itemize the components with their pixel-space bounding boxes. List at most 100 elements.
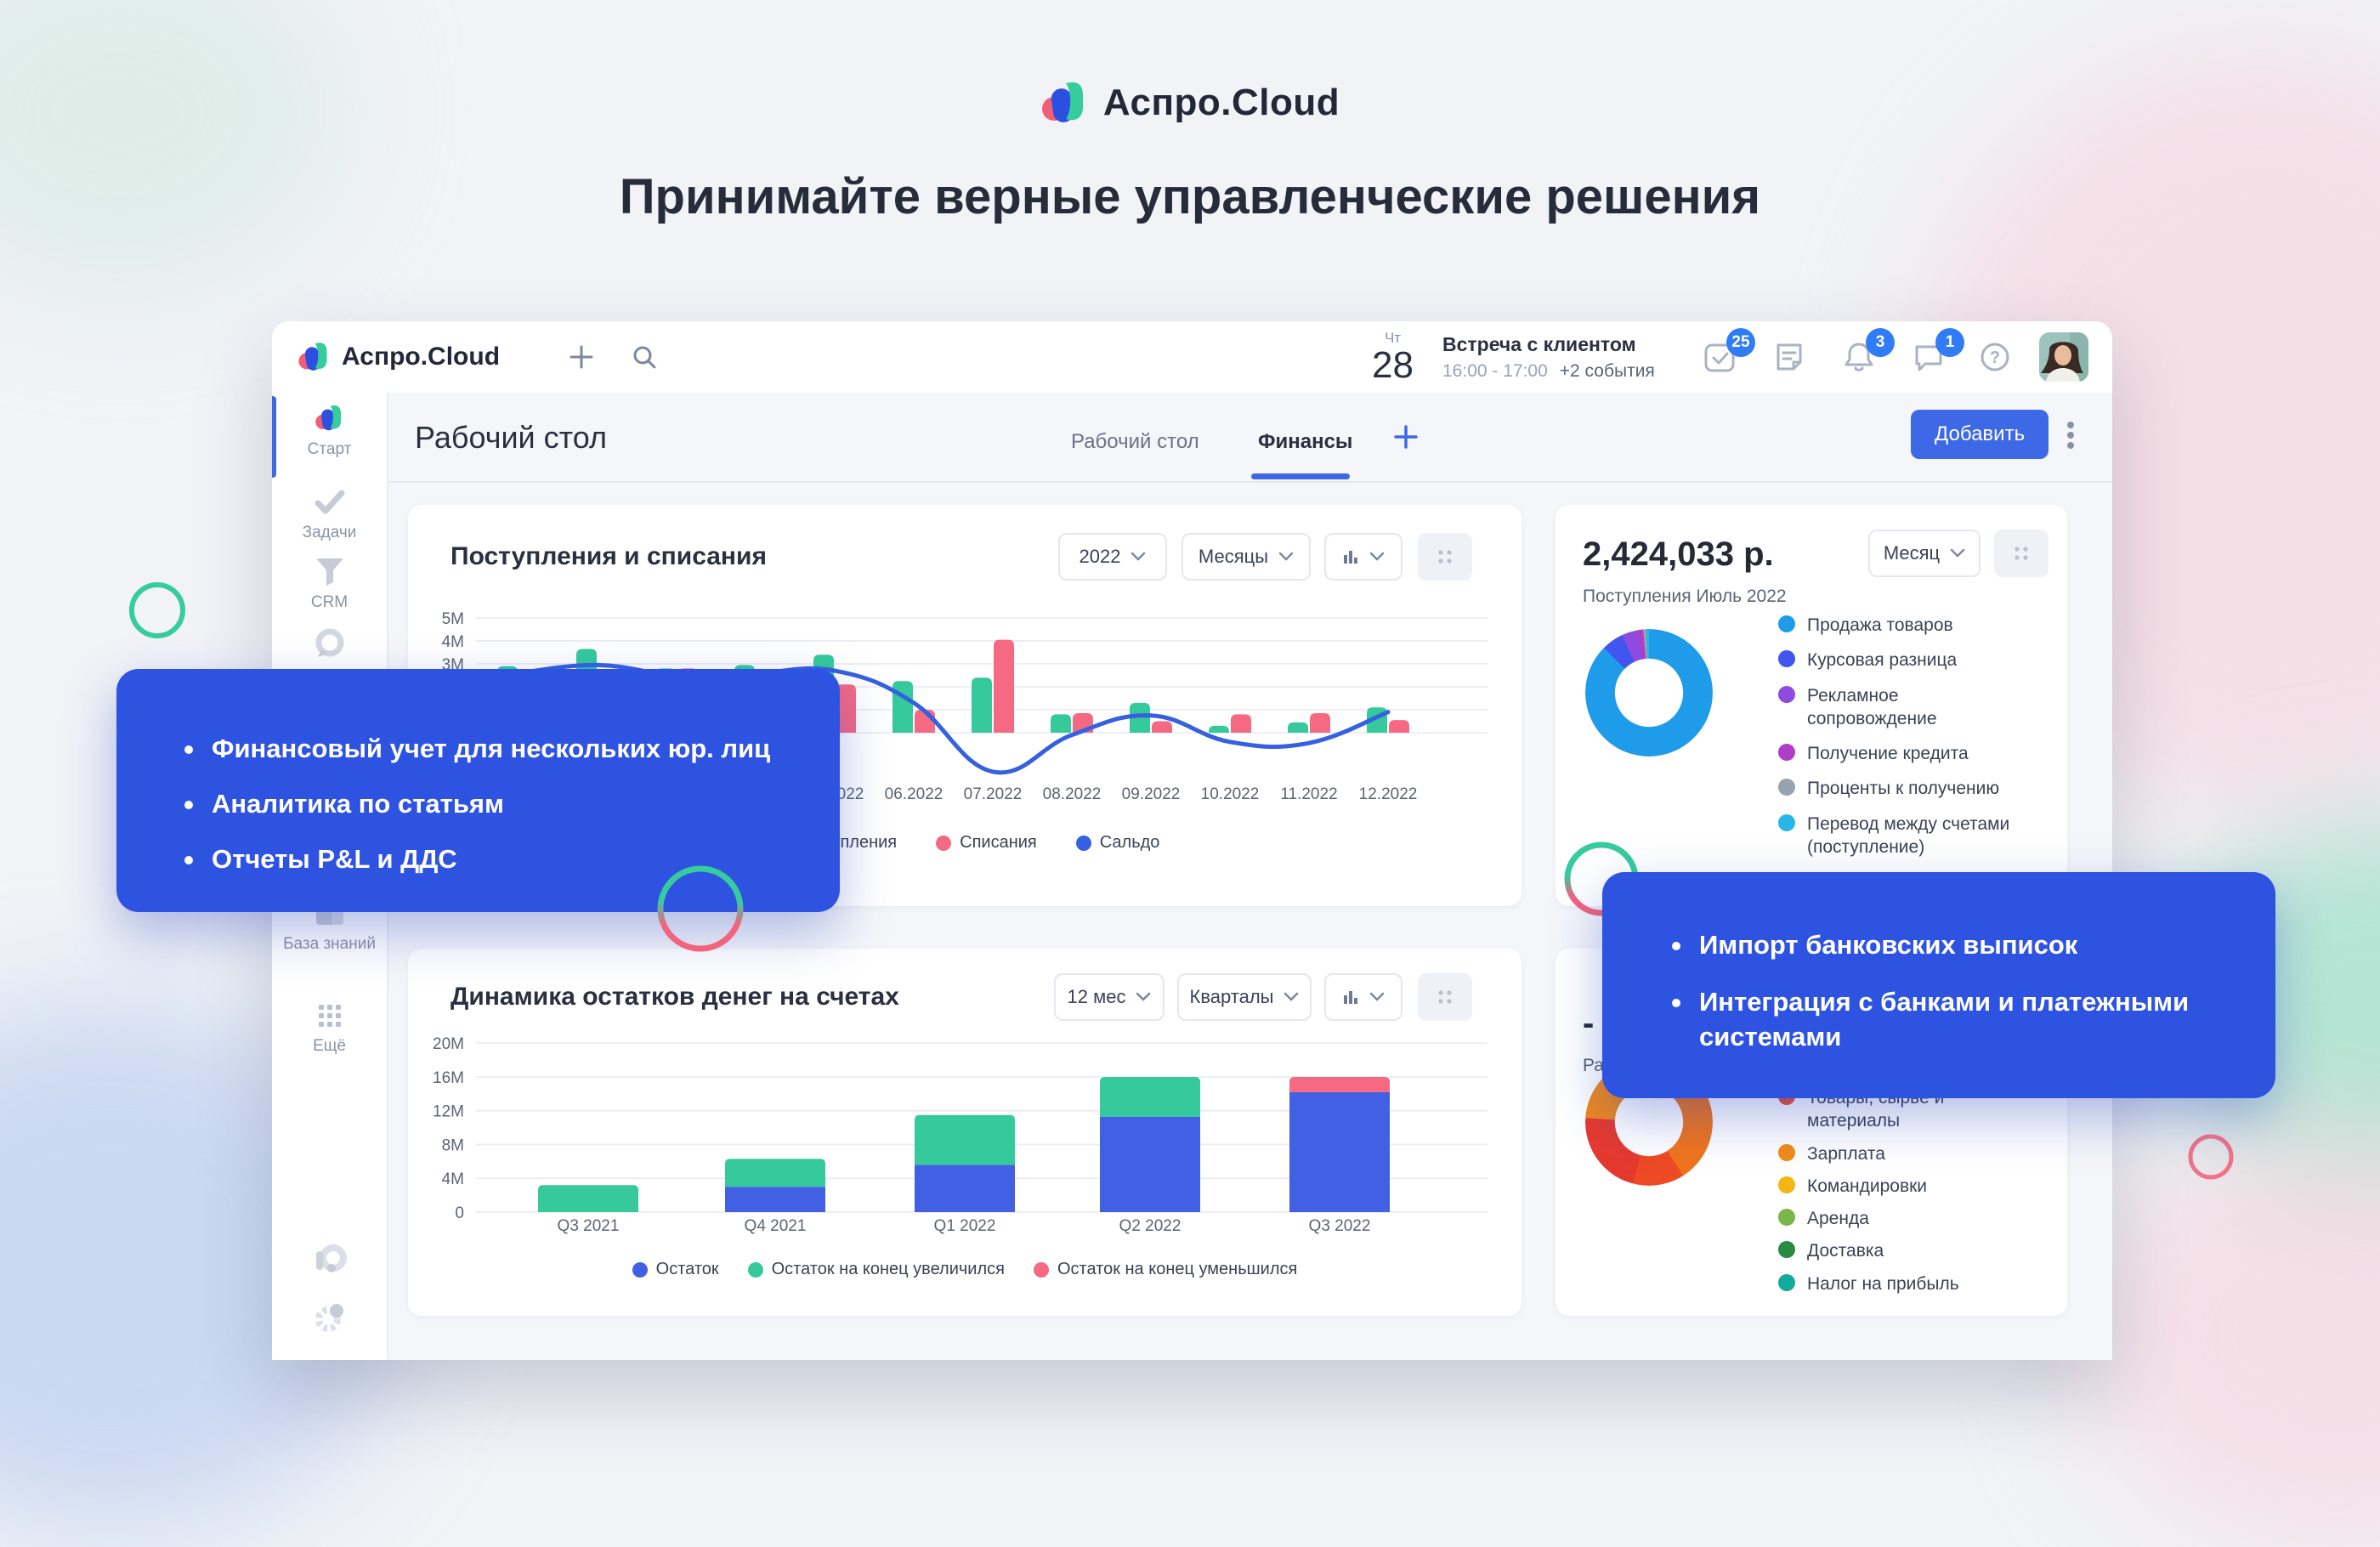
flows-year-select[interactable]: 2022	[1058, 533, 1167, 581]
add-widget-button[interactable]: Добавить	[1911, 410, 2049, 459]
user-avatar[interactable]	[2039, 332, 2088, 382]
legend-dot	[1778, 1143, 1795, 1161]
flows-drag-handle[interactable]	[1418, 533, 1472, 581]
balance-range-select[interactable]: 12 мес	[1054, 973, 1164, 1021]
legend-dot	[1778, 1273, 1795, 1291]
legend-item: Перевод между счетами (поступление)	[1778, 813, 2050, 859]
notes-button[interactable]	[1767, 335, 1811, 379]
legend-label: Получение кредита	[1807, 744, 1969, 764]
legend-dot	[1778, 1176, 1795, 1193]
plus-icon	[570, 345, 593, 369]
plugin-icon	[315, 1244, 347, 1272]
expense-donut-legend: Товары, сырье и материалы Зарплата Коман…	[1778, 1086, 2050, 1295]
callout-item: Финансовый учет для нескольких юр. лиц	[212, 734, 771, 763]
start-icon	[314, 405, 341, 431]
legend-dot	[1075, 835, 1091, 851]
calendar-date[interactable]: Чт 28	[1372, 331, 1414, 384]
tasks-button[interactable]: 25	[1697, 328, 1755, 379]
sidebar-item-chats[interactable]	[272, 627, 387, 661]
bar-chart-icon	[1344, 991, 1357, 1004]
income-period-select[interactable]: Месяц	[1868, 530, 1980, 577]
flows-charttype-select[interactable]	[1324, 533, 1402, 581]
page-headline: Принимайте верные управленческие решения	[619, 169, 1761, 224]
search-button[interactable]	[622, 335, 666, 379]
balance-period-select[interactable]: Кварталы	[1177, 973, 1312, 1021]
sidebar-item-label: CRM	[310, 593, 348, 611]
balance-legend: Остаток Остаток на конец увеличился Оста…	[408, 1260, 1522, 1279]
legend-item: Получение кредита	[1778, 742, 2050, 765]
notifications-button[interactable]: 3	[1837, 328, 1895, 379]
legend-dot	[1778, 685, 1795, 703]
svg-text:16M: 16M	[433, 1069, 464, 1087]
legend-item: Налог на прибыль	[1778, 1272, 2050, 1295]
sidebar-item-start[interactable]: Старт	[272, 403, 387, 459]
income-drag-handle[interactable]	[1994, 530, 2048, 577]
drag-dots-icon	[1438, 990, 1452, 1004]
app-logo[interactable]: Аспро.Cloud	[298, 340, 500, 374]
messages-button[interactable]: 1	[1907, 328, 1964, 379]
chevron-down-icon	[1131, 552, 1146, 561]
add-tab-button[interactable]	[1391, 422, 1421, 452]
chevron-down-icon	[1284, 992, 1299, 1001]
flows-period-select[interactable]: Месяцы	[1182, 533, 1311, 581]
weekday-label: Чт	[1384, 329, 1402, 346]
event-extra: +2 события	[1559, 360, 1655, 381]
svg-text:09.2022: 09.2022	[1122, 785, 1181, 803]
callout-item: Импорт банковских выписок	[1699, 930, 2078, 960]
sidebar-item-label: Старт	[307, 440, 352, 458]
sidebar-item-settings[interactable]	[272, 1299, 387, 1336]
legend-item: Рекламное сопровождение	[1778, 684, 2050, 731]
legend-item: Аренда	[1778, 1207, 2050, 1230]
legend-label: Налог на прибыль	[1807, 1273, 1959, 1294]
ring-teal-pink-decoration	[657, 865, 744, 952]
more-menu-button[interactable]	[2054, 416, 2088, 454]
chevron-down-icon	[1369, 552, 1385, 561]
svg-text:Q4 2021: Q4 2021	[745, 1217, 807, 1235]
legend-label: Зарплата	[1807, 1143, 1885, 1164]
tab-finances[interactable]: Финансы	[1258, 430, 1353, 453]
tabs-row	[272, 393, 2112, 483]
svg-text:07.2022: 07.2022	[964, 785, 1023, 803]
card-balance-title: Динамика остатков денег на счетах	[450, 983, 899, 1011]
legend-label: Остаток на конец увеличился	[771, 1260, 1005, 1278]
legend-item: Командировки	[1778, 1175, 2050, 1198]
select-value: 12 мес	[1067, 986, 1126, 1007]
svg-text:5M: 5M	[442, 610, 464, 628]
create-button[interactable]	[559, 335, 604, 379]
legend-item: Остаток	[632, 1260, 719, 1279]
drag-dots-icon	[1438, 550, 1452, 564]
sidebar-item-tasks[interactable]: Задачи	[272, 488, 387, 542]
tab-dashboard[interactable]: Рабочий стол	[1071, 430, 1199, 453]
flows-legend: Поступления Списания Сальдо	[408, 833, 1522, 853]
sidebar-item-crm[interactable]: CRM	[272, 556, 387, 612]
select-value: Кварталы	[1189, 986, 1274, 1007]
balance-drag-handle[interactable]	[1418, 973, 1472, 1021]
ring-teal-decoration	[129, 582, 185, 638]
select-value: Месяц	[1883, 542, 1941, 564]
app-window: Аспро.Cloud Чт 28 Встреча с клиентом 16:…	[272, 321, 2112, 1360]
legend-dot	[1778, 1241, 1795, 1259]
sidebar-item-label: База знаний	[283, 935, 376, 953]
legend-dot	[1778, 1209, 1795, 1227]
help-button[interactable]: ?	[1973, 335, 2017, 379]
aspro-logo-icon	[1041, 82, 1083, 122]
upcoming-event[interactable]: Встреча с клиентом 16:00 - 17:00 +2 событ…	[1442, 333, 1689, 382]
grid-dots-icon	[318, 1005, 341, 1027]
sidebar-item-more[interactable]: Ещё	[272, 1001, 387, 1056]
card-balance: 20M 16M 12M 8M 4M 0 Q3 2021 Q4 2021 Q1 2022 Q2 20…	[408, 949, 1522, 1316]
legend-item: Зарплата	[1778, 1142, 2050, 1165]
svg-text:Q2 2022: Q2 2022	[1119, 1217, 1182, 1235]
legend-label: Рекламное сопровождение	[1807, 685, 1937, 728]
notifications-badge: 3	[1866, 328, 1895, 357]
legend-item: Сальдо	[1075, 833, 1159, 853]
app-topbar: Аспро.Cloud Чт 28 Встреча с клиентом 16:…	[272, 321, 2112, 393]
tasks-badge: 25	[1726, 328, 1755, 357]
legend-dot	[747, 1261, 763, 1278]
bell-icon	[1844, 343, 1873, 371]
svg-text:Q3 2022: Q3 2022	[1309, 1217, 1371, 1235]
task-check-icon	[1704, 343, 1735, 372]
sidebar-item-integrations[interactable]	[272, 1241, 387, 1278]
income-value: 2,424,033 р.	[1583, 536, 1774, 573]
balance-charttype-select[interactable]	[1324, 973, 1402, 1021]
event-time: 16:00 - 17:00	[1442, 360, 1548, 381]
